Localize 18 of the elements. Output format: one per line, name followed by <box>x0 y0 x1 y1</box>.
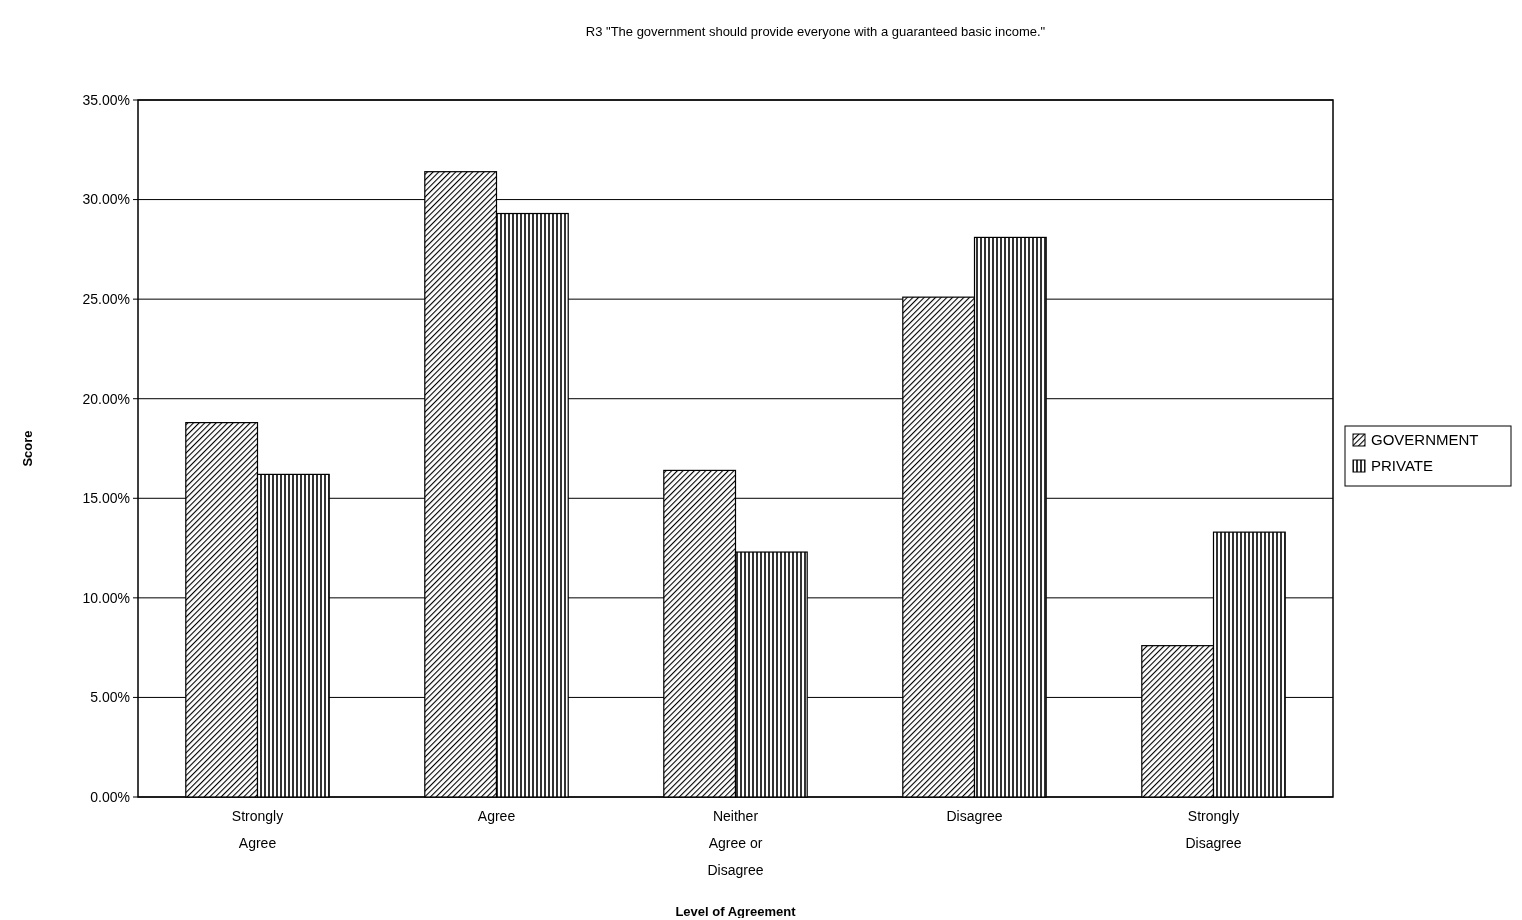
y-tick-label: 5.00% <box>90 689 130 706</box>
legend-label: GOVERNMENT <box>1371 431 1479 449</box>
y-tick-label: 35.00% <box>82 91 130 108</box>
legend-label: PRIVATE <box>1371 457 1433 475</box>
y-tick-label: 0.00% <box>90 788 130 805</box>
x-tick-label: Strongly Agree <box>231 808 284 851</box>
x-tick-label: Disagree <box>946 808 1003 824</box>
y-tick-label: 25.00% <box>82 291 130 308</box>
chart-title: R3 "The government should provide everyone with a guaranteed basic income." <box>585 24 1046 39</box>
x-tick-label: Agree <box>477 808 516 824</box>
y-axis-title: Score <box>20 430 35 467</box>
y-tick-label: 10.00% <box>82 589 130 606</box>
x-tick-label: Strongly Disagree <box>1185 808 1242 851</box>
x-tick-label: Neither Agree or Disagree <box>707 808 764 878</box>
x-axis-title: Level of Agreement <box>675 904 797 919</box>
y-tick-label: 30.00% <box>82 191 130 208</box>
y-tick-label: 20.00% <box>82 390 130 407</box>
y-tick-label: 15.00% <box>82 490 130 507</box>
